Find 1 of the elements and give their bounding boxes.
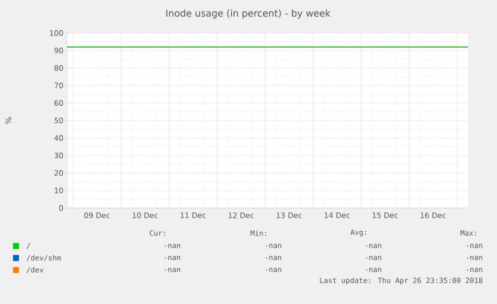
chart-title: Inode usage (in percent) - by week: [166, 9, 331, 19]
